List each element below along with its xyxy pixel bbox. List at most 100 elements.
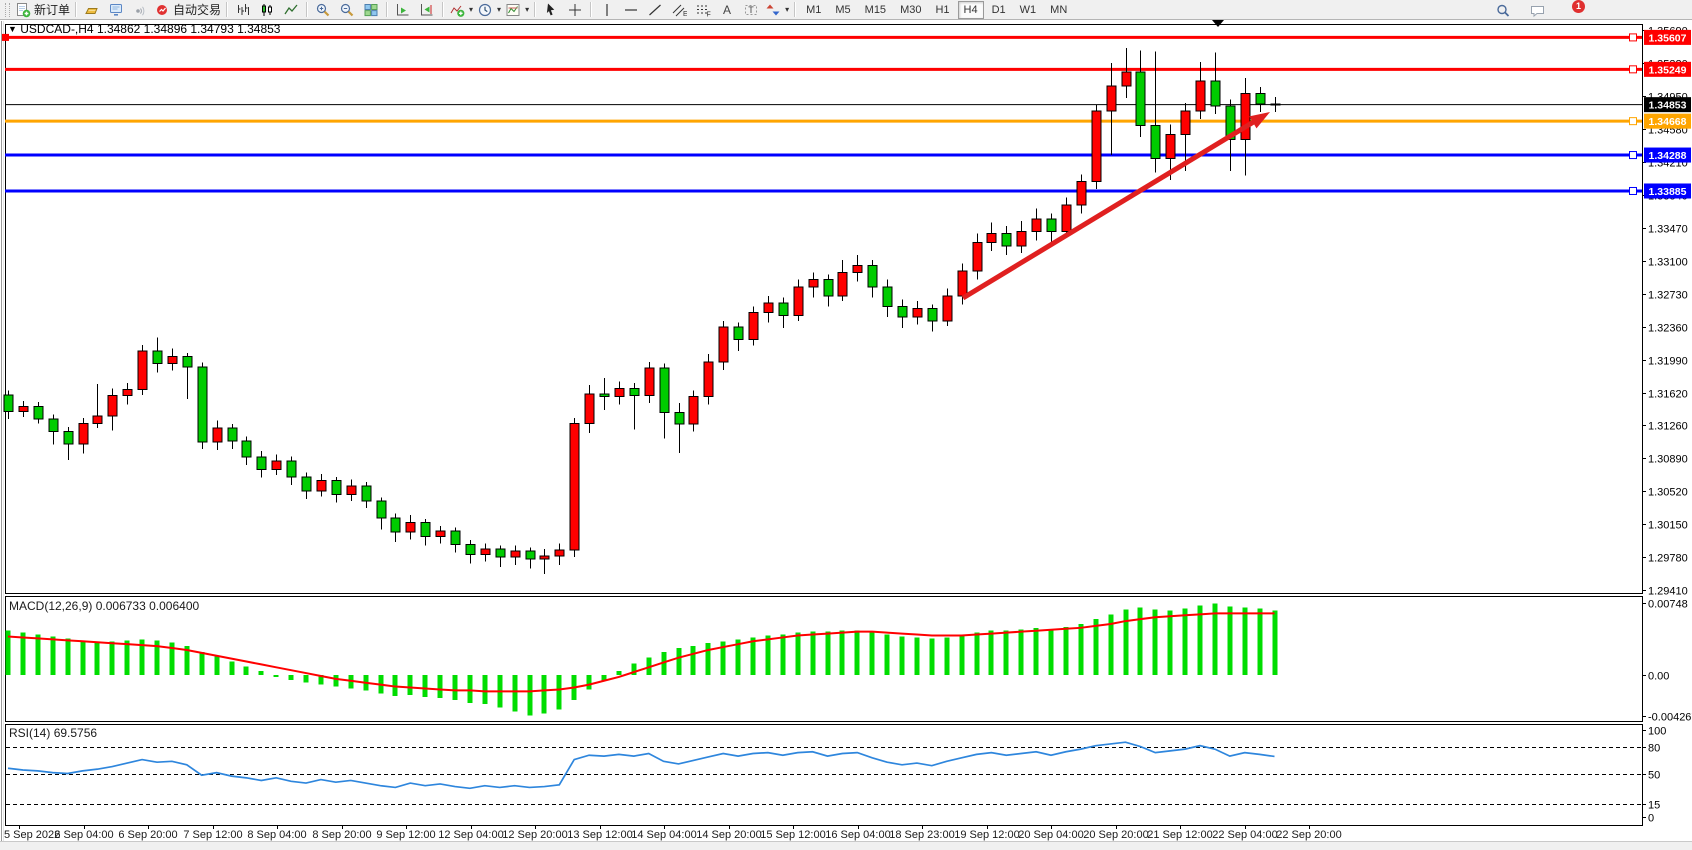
tile-windows-button[interactable] (359, 1, 383, 19)
fibonacci-button[interactable]: F (691, 1, 715, 19)
chart-shift-button[interactable] (415, 1, 439, 19)
timeframe-button-m1[interactable]: M1 (806, 4, 822, 16)
line-handle[interactable] (1629, 65, 1637, 74)
rsi-tick-label: 80 (1648, 743, 1660, 755)
chart-shift-marker[interactable] (1212, 20, 1224, 27)
candle (882, 286, 893, 307)
macd-bar (661, 651, 667, 675)
new-order-label: 新订单 (34, 3, 71, 17)
line-anchor[interactable] (2, 33, 9, 41)
macd-tick-label: -0.004267 (1648, 712, 1692, 724)
zoom-out-icon (340, 3, 354, 16)
text-button[interactable]: A (715, 1, 739, 19)
templates-button[interactable]: ▾ (503, 1, 531, 19)
candle (1106, 85, 1117, 112)
zoom-in-icon (316, 3, 330, 16)
price-badge-label: 1.34288 (1649, 150, 1687, 162)
macd-bar (1272, 610, 1278, 675)
macd-bar (1063, 626, 1069, 675)
chevron-down-icon: ▾ (525, 5, 530, 14)
trend-arrow-line[interactable] (961, 115, 1263, 301)
indicators-button[interactable]: ▾ (447, 1, 475, 19)
macd-bar (1212, 603, 1218, 675)
periods-button[interactable]: ▾ (475, 1, 503, 19)
shapes-button[interactable]: ▾ (763, 1, 791, 19)
macd-bar (780, 634, 786, 675)
horizontal-line-button[interactable] (619, 1, 643, 19)
candle (1255, 92, 1266, 105)
timeframe-button-m15[interactable]: M15 (864, 4, 887, 16)
line-handle[interactable] (1629, 33, 1637, 42)
cursor-button[interactable] (539, 1, 563, 19)
bar-chart-button[interactable] (231, 1, 255, 19)
svg-text:A: A (723, 3, 731, 17)
timeframe-button-h4[interactable]: H4 (957, 1, 984, 19)
candle (63, 430, 74, 445)
divider (306, 2, 309, 17)
macd-bar (407, 675, 413, 696)
date-label: 18 Sep 23:00 (889, 829, 954, 841)
macd-bar (199, 651, 205, 675)
date-label: 8 Sep 20:00 (312, 829, 371, 841)
candle (301, 476, 312, 492)
candle (33, 405, 44, 420)
timeframe-button-m30[interactable]: M30 (900, 4, 922, 16)
shapes-icon (766, 4, 780, 15)
line-handle[interactable] (1629, 151, 1637, 160)
timeframe-button-w1[interactable]: W1 (1019, 4, 1037, 16)
chat-icon (1531, 6, 1544, 18)
macd-bar (690, 646, 696, 675)
chart-menu-arrow-icon[interactable]: ▼ (8, 24, 17, 34)
timeframe-button-d1[interactable]: D1 (991, 4, 1006, 16)
date-label: 12 Sep 20:00 (502, 829, 567, 841)
autotrading-button[interactable]: 自动交易 (152, 1, 223, 19)
candle (316, 479, 327, 492)
macd-bar (452, 675, 458, 701)
auto-scroll-button[interactable] (391, 1, 415, 19)
market-watch-button[interactable] (80, 1, 104, 19)
signals-button[interactable] (128, 1, 152, 19)
line-handle[interactable] (1629, 186, 1637, 195)
timeframe-button-mn[interactable]: MN (1050, 4, 1068, 16)
price-badge (1644, 147, 1691, 163)
vertical-line-button[interactable] (595, 1, 619, 19)
candle (1270, 103, 1281, 106)
macd-bar (601, 675, 607, 681)
macd-bar (765, 635, 771, 675)
price-tick-label: 1.29410 (1648, 586, 1688, 598)
candle (92, 415, 103, 424)
macd-bar (735, 639, 741, 675)
fibonacci-icon: F (697, 5, 711, 18)
macd-bar (825, 631, 831, 675)
macd-bar (154, 640, 160, 675)
candle-chart-button[interactable] (255, 1, 279, 19)
timeframe-switcher: M1 M5 M15 M30 H1 H4 D1 W1 MN (799, 0, 1074, 19)
price-badge-label: 1.35607 (1649, 32, 1687, 44)
new-order-button[interactable]: 新订单 (13, 1, 72, 19)
date-label: 13 Sep 12:00 (567, 829, 632, 841)
candle (852, 264, 863, 274)
terminal-button[interactable] (104, 1, 128, 19)
zoom-in-button[interactable] (311, 1, 335, 19)
candle (1150, 124, 1161, 159)
timeframe-button-h1[interactable]: H1 (935, 4, 950, 16)
crosshair-button[interactable] (563, 1, 587, 19)
macd-bar (839, 630, 845, 675)
notifications-button[interactable]: 1 (1526, 0, 1585, 20)
zoom-out-button[interactable] (335, 1, 359, 19)
line-chart-button[interactable] (279, 1, 303, 19)
macd-bar (94, 641, 100, 675)
channel-button[interactable]: E (667, 1, 691, 19)
search-button[interactable] (1492, 2, 1516, 20)
candle (495, 548, 506, 558)
candle (241, 440, 252, 458)
candle (1001, 232, 1012, 247)
timeframe-button-m5[interactable]: M5 (835, 4, 851, 16)
trend-arrow-head[interactable] (1249, 112, 1270, 129)
label-button[interactable]: T (739, 1, 763, 19)
line-handle[interactable] (1629, 117, 1637, 126)
trendline-button[interactable] (643, 1, 667, 19)
candle (122, 388, 133, 397)
toolbar-grip[interactable] (5, 2, 10, 17)
